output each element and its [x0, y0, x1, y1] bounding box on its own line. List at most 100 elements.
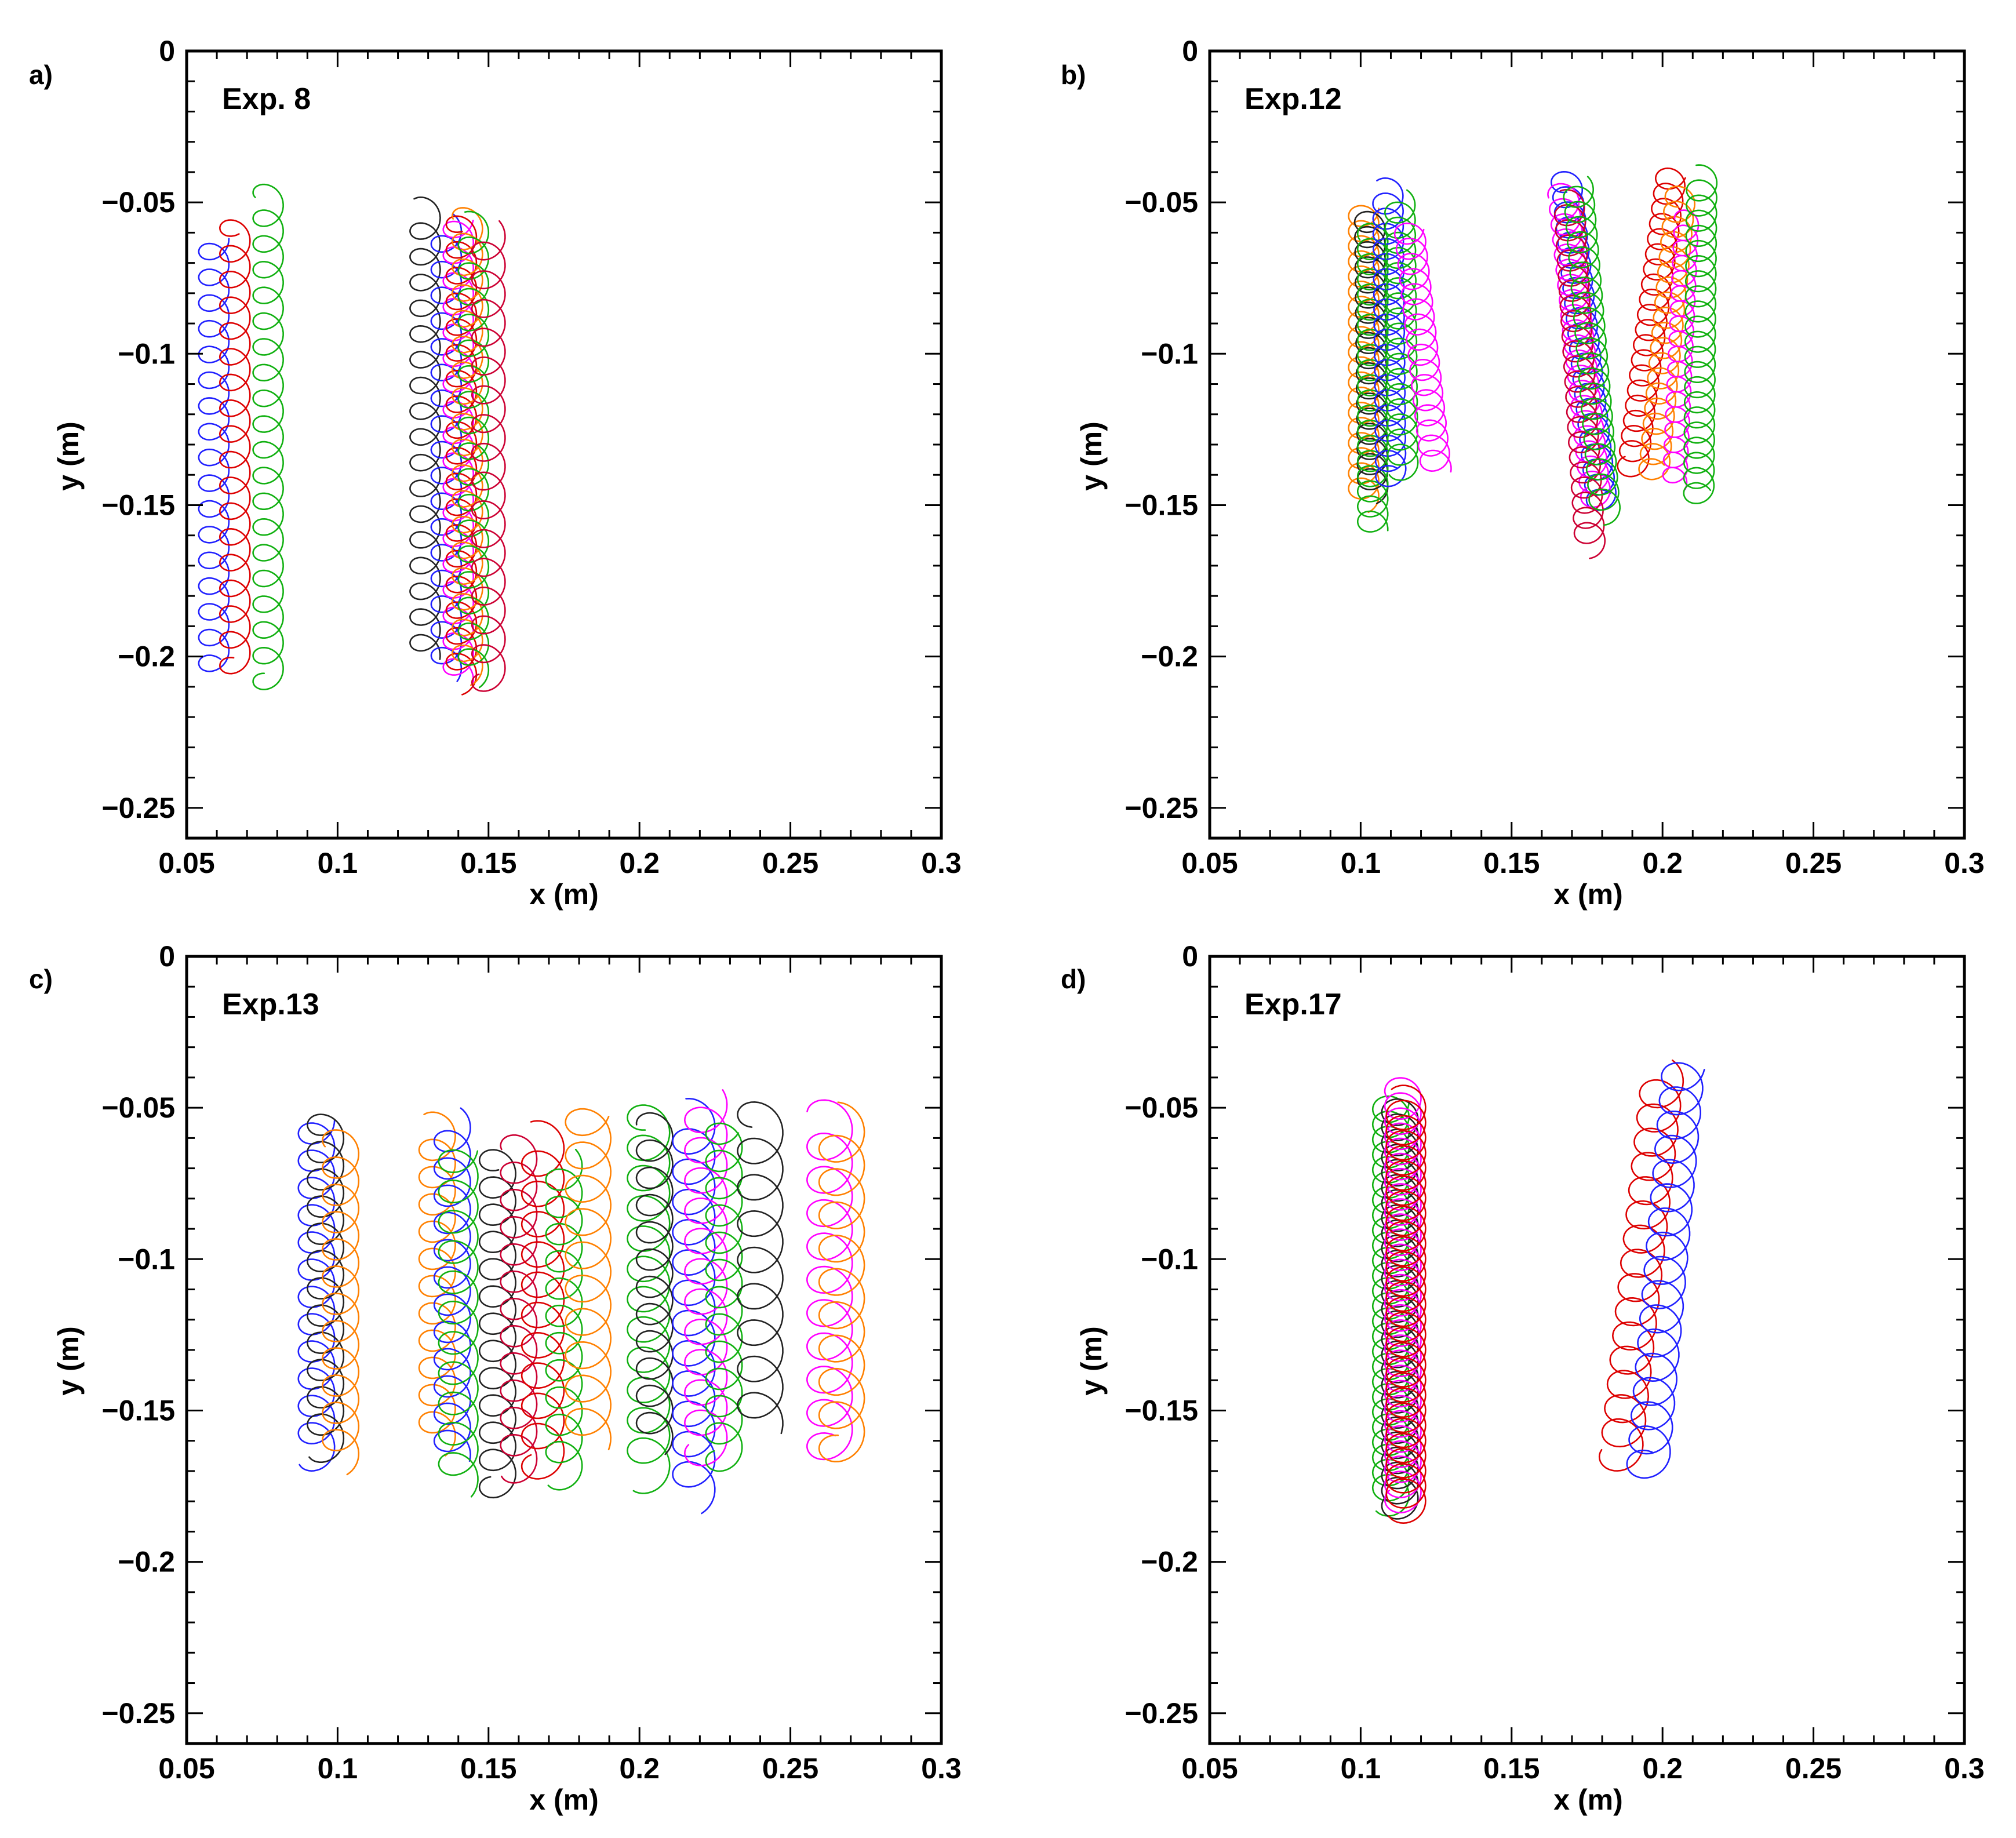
x-tick-label: 0.3	[1944, 1752, 1985, 1785]
panel-title-c: Exp.13	[222, 988, 319, 1021]
x-tick-label: 0.1	[1341, 1752, 1381, 1785]
y-tick-label: −0.25	[101, 792, 175, 824]
trajectories-c	[297, 1089, 865, 1515]
trajectory-green	[438, 1149, 479, 1498]
panel-label-a: a)	[29, 60, 53, 90]
y-axis-title-a: y (m)	[52, 421, 85, 490]
trajectory-blue	[672, 1098, 716, 1515]
x-tick-label: 0.2	[619, 1752, 660, 1785]
trajectory-green	[1384, 189, 1419, 481]
x-tick-label: 0.3	[1944, 847, 1985, 879]
y-tick-label: −0.1	[118, 337, 175, 370]
plot-frame-d	[1208, 955, 1966, 1745]
x-tick-label: 0.15	[1483, 847, 1540, 879]
x-axis-title-c: x (m)	[529, 1784, 598, 1816]
panel-c: c) Exp.13 x (m) y (m) 0.05 0.1 0.15 0.2 0.25…	[29, 940, 962, 1816]
trajectory-green	[1683, 164, 1718, 504]
plot-frame-c	[185, 955, 943, 1745]
plot-frame-a	[185, 49, 943, 840]
panel-label-b: b)	[1061, 60, 1086, 90]
x-tick-label: 0.3	[921, 847, 962, 879]
trajectory-black	[478, 1149, 516, 1499]
x-axis-title-b: x (m)	[1553, 878, 1622, 911]
trajectory-blue	[430, 213, 463, 682]
x-tick-label: 0.2	[1642, 847, 1683, 879]
trajectory-orange	[322, 1129, 360, 1476]
trajectory-crimson	[1553, 189, 1606, 559]
y-axis-title-d: y (m)	[1075, 1326, 1108, 1395]
x-tick-label: 0.1	[1341, 847, 1381, 879]
trajectories-a	[198, 183, 506, 696]
trajectory-red	[521, 1120, 565, 1480]
x-tick-label: 0.1	[318, 847, 358, 879]
y-tick-label: −0.05	[101, 1091, 175, 1124]
y-tick-label: −0.15	[1125, 1394, 1198, 1426]
trajectory-orange	[818, 1101, 865, 1462]
x-tick-label: 0.2	[1642, 1752, 1683, 1785]
trajectories-b	[1348, 164, 1718, 559]
trajectory-green	[252, 183, 284, 690]
x-tick-label: 0.05	[158, 1752, 214, 1785]
y-tick-label: −0.05	[101, 186, 175, 219]
plot-frame-b	[1208, 49, 1966, 840]
x-tick-label: 0.3	[921, 1752, 962, 1785]
trajectory-green	[1563, 176, 1621, 526]
trajectory-magenta	[806, 1099, 853, 1461]
y-tick-label: −0.15	[101, 1394, 175, 1426]
y-tick-label: −0.05	[1125, 1091, 1198, 1124]
y-tick-label: −0.25	[1125, 792, 1198, 824]
trajectory-black	[635, 1112, 674, 1455]
y-axis-title-b: y (m)	[1075, 421, 1108, 490]
x-tick-label: 0.05	[1181, 1752, 1238, 1785]
y-tick-label: 0	[1182, 35, 1198, 67]
y-tick-label: −0.1	[118, 1243, 175, 1275]
trajectory-red	[1385, 1084, 1427, 1524]
trajectory-magenta	[1393, 223, 1452, 473]
trajectory-green	[457, 210, 490, 689]
x-tick-label: 0.25	[762, 847, 818, 879]
y-tick-label: −0.1	[1141, 337, 1198, 370]
trajectory-green	[545, 1148, 583, 1491]
trajectory-orange	[418, 1111, 456, 1457]
y-tick-label: −0.15	[101, 489, 175, 521]
trajectory-crimson	[500, 1134, 538, 1484]
trajectory-black	[737, 1101, 784, 1435]
trajectory-crimson	[471, 220, 506, 692]
x-tick-label: 0.15	[1483, 1752, 1540, 1785]
trajectory-blue	[1372, 177, 1407, 487]
x-tick-label: 0.2	[619, 847, 660, 879]
x-tick-label: 0.25	[762, 1752, 818, 1785]
panel-a: a) Exp. 8 x (m) y (m) 0.05 0.1 0.15 0.2 0.25…	[29, 35, 962, 911]
trajectory-black	[409, 196, 441, 660]
y-tick-label: −0.2	[1141, 1546, 1198, 1578]
trajectory-orange	[565, 1108, 612, 1451]
x-tick-label: 0.1	[318, 1752, 358, 1785]
panel-title-b: Exp.12	[1244, 82, 1342, 116]
trajectory-red	[1617, 168, 1686, 478]
panel-b: b) Exp.12 x (m) y (m) 0.05 0.1 0.15 0.2 0.25…	[1061, 35, 1985, 911]
x-tick-label: 0.05	[158, 847, 214, 879]
trajectory-orange	[1348, 205, 1380, 514]
y-axis-title-c: y (m)	[52, 1326, 85, 1395]
trajectory-green	[705, 1122, 743, 1472]
panel-d: d) Exp.17 x (m) y (m) 0.05 0.1 0.15 0.2 0.25…	[1061, 940, 1985, 1816]
x-tick-label: 0.25	[1785, 847, 1842, 879]
x-tick-label: 0.15	[460, 847, 516, 879]
trajectory-blue	[198, 238, 230, 672]
y-tick-label: 0	[159, 940, 175, 973]
x-axis-title-a: x (m)	[529, 878, 598, 911]
y-tick-label: −0.25	[1125, 1697, 1198, 1730]
trajectory-blue	[1626, 1062, 1705, 1479]
y-tick-label: −0.05	[1125, 186, 1198, 219]
panel-title-a: Exp. 8	[222, 82, 311, 116]
trajectory-green	[627, 1104, 671, 1494]
panel-label-c: c)	[29, 964, 53, 994]
x-tick-label: 0.25	[1785, 1752, 1842, 1785]
y-tick-label: −0.1	[1141, 1243, 1198, 1275]
y-tick-label: −0.2	[1141, 640, 1198, 673]
trajectories-d	[1371, 1059, 1705, 1524]
y-tick-label: 0	[159, 35, 175, 67]
y-tick-label: −0.15	[1125, 489, 1198, 521]
trajectory-blue	[433, 1107, 471, 1462]
